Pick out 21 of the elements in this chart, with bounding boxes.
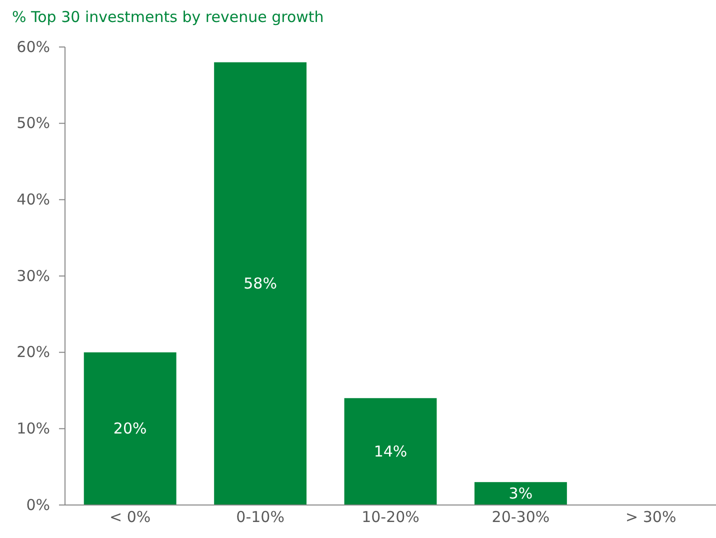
y-tick-label: 30% xyxy=(16,266,50,285)
data-label: 14% xyxy=(374,442,408,461)
data-label: 3% xyxy=(508,484,533,503)
y-tick-label: 50% xyxy=(16,114,50,132)
x-tick-label: 10-20% xyxy=(362,508,420,526)
y-tick-label: 10% xyxy=(16,419,50,438)
y-tick-label: 0% xyxy=(26,496,50,514)
data-label: 58% xyxy=(244,274,277,293)
x-tick-label: 20-30% xyxy=(492,508,550,526)
bar xyxy=(84,352,176,505)
chart-title: % Top 30 investments by revenue growth xyxy=(12,8,324,26)
bar xyxy=(474,482,567,505)
x-tick-label: 0-10% xyxy=(236,508,284,526)
bar xyxy=(214,62,307,505)
y-tick-label: 20% xyxy=(16,343,50,362)
data-label: 20% xyxy=(113,420,147,438)
x-tick-label: < 0% xyxy=(110,508,151,526)
y-tick-label: 40% xyxy=(16,190,50,208)
bar xyxy=(344,398,437,505)
y-tick-label: 60% xyxy=(16,38,50,56)
x-tick-label: > 30% xyxy=(626,508,676,526)
